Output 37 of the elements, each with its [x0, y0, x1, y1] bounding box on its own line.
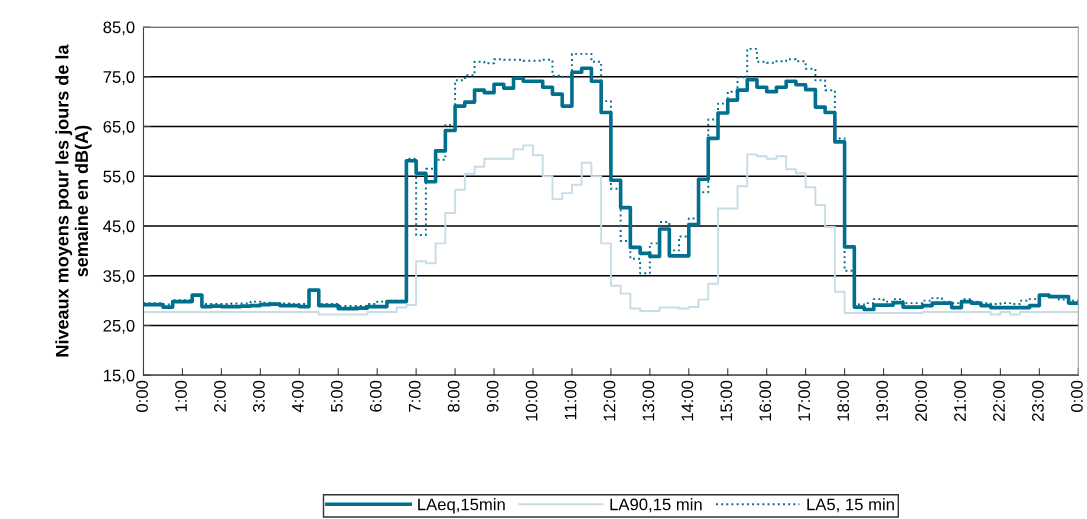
y-tick-label: 25,0: [103, 319, 135, 334]
y-tick-label: 45,0: [103, 220, 135, 235]
x-tick-label: 21:00: [954, 380, 966, 421]
x-tick-label: 10:00: [525, 380, 538, 421]
legend-label: LA90,15 min: [610, 498, 702, 513]
x-tick-label: 5:00: [330, 380, 343, 412]
x-tick-label: 0:00: [136, 380, 148, 412]
x-tick-label: 17:00: [798, 380, 811, 421]
x-tick-label: 7:00: [408, 380, 421, 412]
x-tick-label: 16:00: [759, 380, 772, 421]
x-tick-label: 0:00: [1070, 380, 1083, 412]
y-tick-label: 55,0: [103, 170, 135, 185]
x-tick-label: 6:00: [369, 380, 382, 412]
x-tick-label: 1:00: [175, 380, 187, 412]
x-tick-label: 13:00: [642, 380, 655, 421]
x-tick-label: 12:00: [603, 380, 616, 421]
x-tick-label: 4:00: [291, 380, 304, 413]
y-axis-title: Niveaux moyens pour les jours de la semaine en dB(A): [55, 44, 92, 357]
y-tick-label: 75,0: [103, 71, 135, 85]
legend-label: LAeq,15min: [418, 498, 505, 514]
x-tick-label: 22:00: [993, 380, 1005, 421]
x-tick-label: 11:00: [564, 380, 577, 420]
x-tick-label: 14:00: [681, 380, 694, 421]
y-tick-label: 15,0: [103, 369, 135, 384]
y-tick-label: 85,0: [103, 21, 135, 36]
x-tick-label: 3:00: [253, 380, 265, 412]
legend-label: LA5, 15 min: [807, 498, 894, 513]
y-tick-label: 65,0: [103, 120, 135, 135]
x-tick-label: 15:00: [720, 380, 733, 421]
x-tick-label: 8:00: [447, 380, 460, 412]
x-tick-label: 23:00: [1032, 380, 1044, 421]
x-tick-label: 19:00: [876, 380, 889, 421]
x-tick-label: 20:00: [915, 380, 927, 421]
x-tick-label: 18:00: [837, 380, 850, 421]
x-tick-label: 2:00: [214, 380, 226, 412]
y-tick-label: 35,0: [103, 270, 135, 284]
x-tick-label: 9:00: [486, 380, 499, 412]
